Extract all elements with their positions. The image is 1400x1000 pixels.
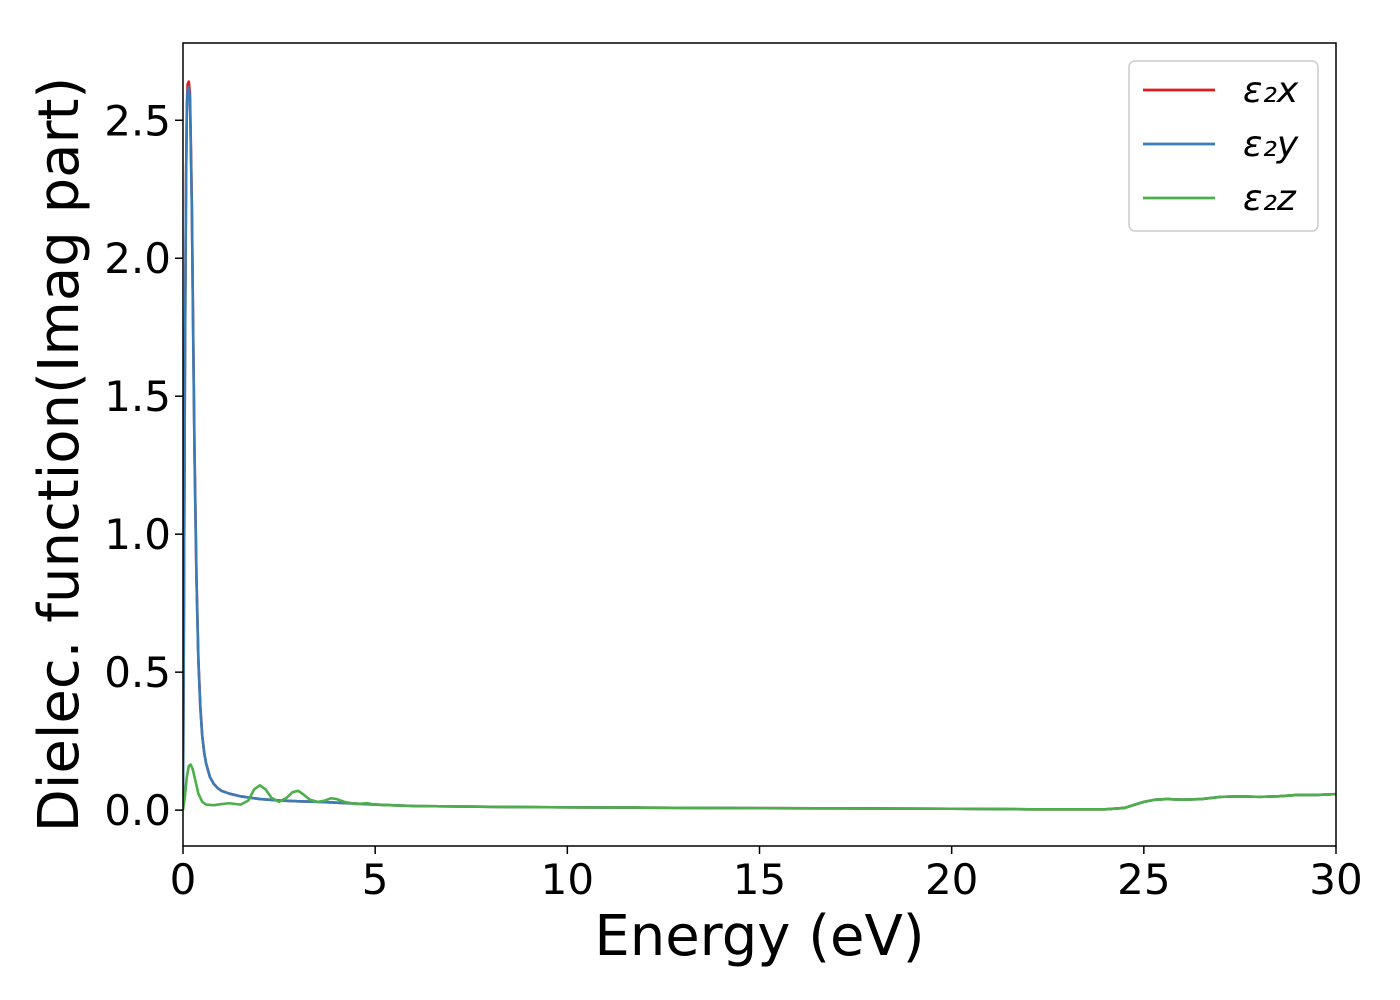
x-axis-title: Energy (eV): [594, 904, 924, 969]
y-axis: 0.0 0.5 1.0 1.5 2.0 2.5: [104, 96, 183, 835]
y-tick-label: 2.5: [104, 96, 171, 145]
legend: ε₂x ε₂y ε₂z: [1128, 60, 1319, 232]
x-tick-label: 15: [733, 855, 786, 904]
y-tick-label: 0.5: [104, 648, 171, 697]
x-tick-label: 5: [362, 855, 389, 904]
legend-label: ε₂x: [1243, 70, 1299, 111]
y-tick-label: 1.5: [104, 372, 171, 421]
x-tick-label: 0: [170, 855, 197, 904]
x-tick-label: 20: [925, 855, 978, 904]
series-line-3: [183, 763, 1336, 811]
y-tick-label: 1.0: [104, 510, 171, 559]
legend-label: ε₂y: [1243, 124, 1299, 165]
x-tick-label: 10: [541, 855, 594, 904]
y-tick-label: 0.0: [104, 786, 171, 835]
x-axis: 0 5 10 15 20 25 30: [170, 846, 1363, 904]
legend-label: ε₂z: [1243, 178, 1297, 219]
y-axis-title: Dielec. function(Imag part): [27, 77, 92, 833]
x-tick-label: 30: [1309, 855, 1362, 904]
series-layer: [183, 80, 1336, 811]
y-tick-label: 2.0: [104, 234, 171, 283]
x-tick-label: 25: [1117, 855, 1170, 904]
legend-box: [1128, 60, 1319, 232]
